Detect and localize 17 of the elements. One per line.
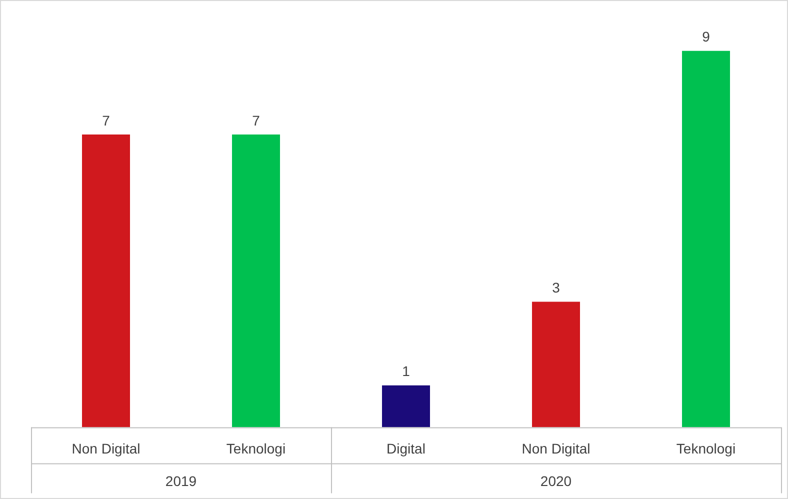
text: 2020 <box>540 473 572 490</box>
bar <box>82 134 130 428</box>
data-label: 3 <box>552 280 560 296</box>
data-label: 9 <box>702 28 710 45</box>
text: 2019 <box>165 473 197 490</box>
x-tick-label: Digital <box>386 440 426 456</box>
data-label: 7 <box>252 112 260 128</box>
x-tick-label: Non Digital <box>72 440 140 456</box>
x-tick-label: Teknologi <box>676 440 736 456</box>
data-label: 7 <box>102 112 110 128</box>
data-label: 1 <box>402 363 410 380</box>
bar <box>532 302 580 428</box>
bar <box>232 134 280 428</box>
bar <box>682 50 730 428</box>
x-tick-label: Teknologi <box>226 440 286 456</box>
bar <box>382 385 430 428</box>
x-tick-label: Non Digital <box>522 440 590 456</box>
